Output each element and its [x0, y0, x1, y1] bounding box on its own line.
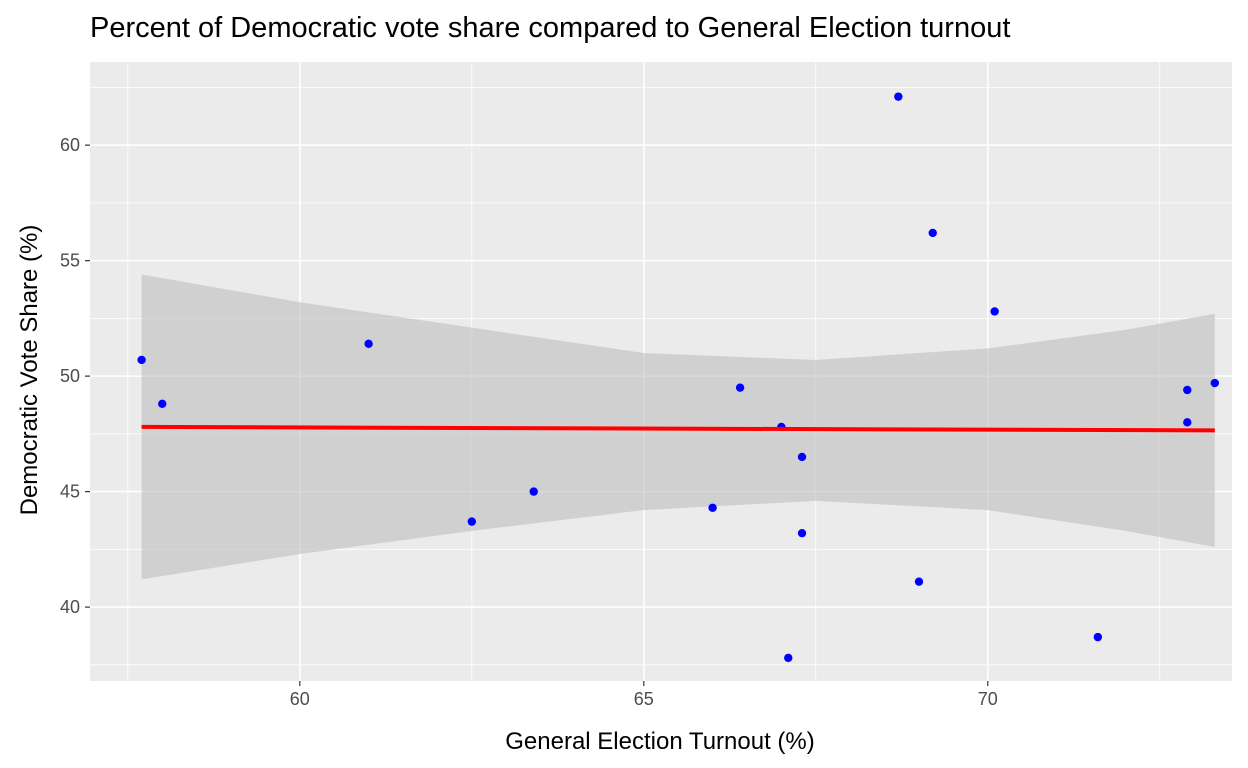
data-point: [1183, 385, 1192, 395]
points-layer: [137, 92, 1220, 663]
y-tick-label: 55: [60, 251, 80, 271]
y-tick-label: 45: [60, 482, 80, 502]
x-tick-label: 70: [978, 689, 998, 709]
x-axis-title: General Election Turnout (%): [505, 728, 814, 755]
y-tick-label: 50: [60, 366, 80, 386]
y-axis-ticks: 40 45 50 55 60: [60, 135, 90, 617]
data-point: [797, 452, 807, 462]
data-point: [158, 399, 167, 409]
data-point: [529, 487, 538, 496]
data-point: [735, 383, 745, 392]
data-point: [364, 339, 373, 348]
data-point: [1210, 378, 1220, 388]
y-tick-label: 40: [60, 597, 80, 617]
data-point: [894, 92, 903, 101]
y-tick-label: 60: [60, 135, 80, 155]
data-point: [990, 307, 999, 316]
data-point: [797, 528, 807, 538]
x-axis-ticks: 60 65 70: [290, 681, 998, 709]
data-point: [137, 355, 146, 365]
data-point: [914, 577, 924, 586]
x-tick-label: 60: [290, 689, 310, 709]
data-point: [708, 503, 717, 512]
data-point: [928, 228, 937, 238]
trend-line: [141, 424, 1215, 433]
chart-title: Percent of Democratic vote share compare…: [90, 12, 1011, 44]
data-point: [784, 653, 793, 663]
y-axis-title: Democratic Vote Share (%): [16, 225, 43, 516]
data-point: [1093, 632, 1103, 642]
data-point: [1183, 418, 1192, 427]
data-point: [467, 517, 477, 526]
x-tick-label: 65: [634, 689, 654, 709]
